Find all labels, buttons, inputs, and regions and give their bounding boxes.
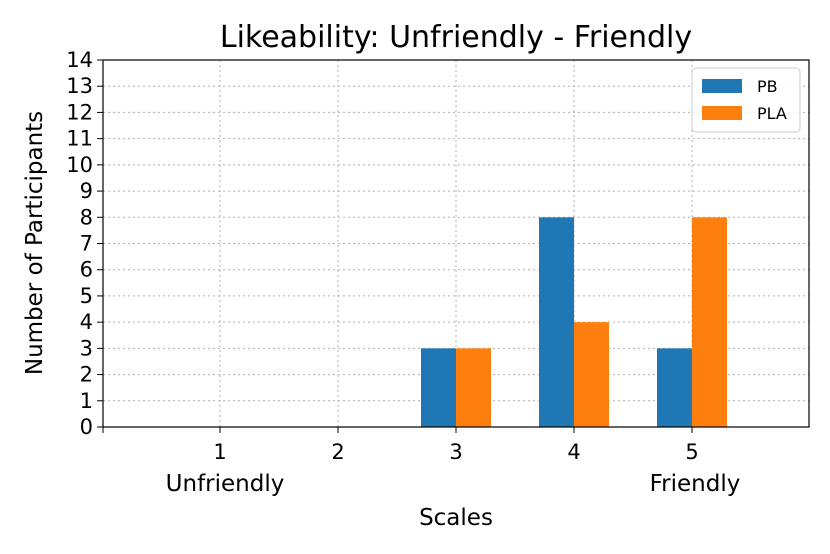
x-tick-label: 5 xyxy=(685,440,698,464)
x-axis-label: Scales xyxy=(419,505,493,531)
bars-layer xyxy=(421,217,727,427)
y-tick-label: 5 xyxy=(80,284,93,308)
legend-label-pla: PLA xyxy=(757,104,787,123)
x-tick-label: 3 xyxy=(449,440,462,464)
chart-title: Likeability: Unfriendly - Friendly xyxy=(220,20,692,55)
y-tick-label: 3 xyxy=(80,336,93,360)
y-tick-label: 14 xyxy=(66,48,93,72)
y-tick-label: 6 xyxy=(80,258,93,282)
y-tick-label: 0 xyxy=(80,415,93,439)
y-tick-label: 4 xyxy=(80,310,93,334)
y-axis-label: Number of Participants xyxy=(22,111,48,375)
y-tick-label: 10 xyxy=(66,153,93,177)
y-tick-label: 1 xyxy=(80,389,93,413)
y-tick-label: 12 xyxy=(66,100,93,124)
x-anchor-label-low: Unfriendly xyxy=(166,471,285,497)
legend: PB PLA xyxy=(691,67,801,133)
bar-pla-5 xyxy=(692,217,727,427)
bar-pb-3 xyxy=(421,348,456,427)
legend-label-pb: PB xyxy=(757,77,778,96)
y-tick-label: 13 xyxy=(66,74,93,98)
bar-pb-5 xyxy=(657,348,692,427)
legend-swatch-pla xyxy=(702,106,742,120)
y-tick-label: 2 xyxy=(80,363,93,387)
bar-pla-4 xyxy=(574,322,609,427)
x-tick-label: 2 xyxy=(331,440,344,464)
y-tick-label: 9 xyxy=(80,179,93,203)
y-tick-label: 8 xyxy=(80,205,93,229)
x-tick-label: 1 xyxy=(213,440,226,464)
x-anchor-label-high: Friendly xyxy=(650,471,741,497)
y-tick-label: 11 xyxy=(66,127,93,151)
bar-pb-4 xyxy=(539,217,574,427)
y-tick-label: 7 xyxy=(80,232,93,256)
x-tick-label: 4 xyxy=(567,440,580,464)
legend-swatch-pb xyxy=(702,79,742,93)
bar-pla-3 xyxy=(456,348,491,427)
